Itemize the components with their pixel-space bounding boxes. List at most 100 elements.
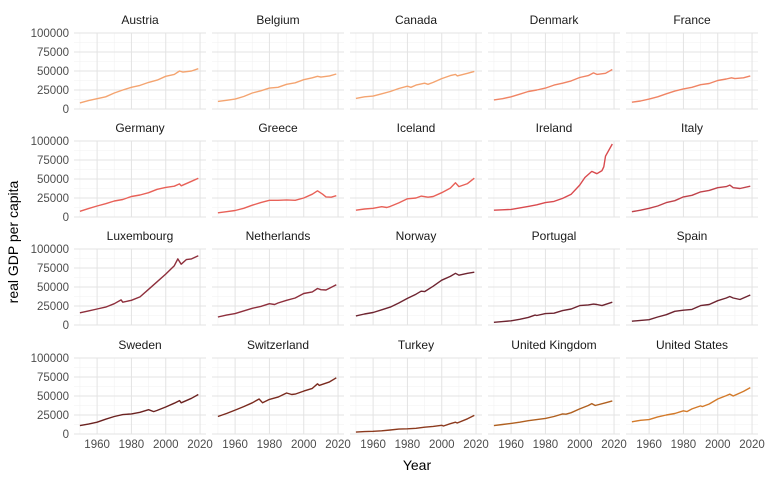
y-tick-label: 100000 xyxy=(31,28,69,40)
facet-label-switzerland: Switzerland xyxy=(247,338,309,352)
x-tick-label: 1960 xyxy=(360,439,386,451)
y-tick-label: 25000 xyxy=(37,85,69,97)
series-line-portugal xyxy=(493,301,613,323)
series-line-austria xyxy=(79,68,199,104)
series-line-norway xyxy=(355,271,475,317)
facet-label-united-kingdom: United Kingdom xyxy=(511,338,596,352)
facet-panel-iceland xyxy=(350,140,482,218)
y-tick-label: 0 xyxy=(63,212,69,224)
x-tick-label: 1980 xyxy=(671,439,697,451)
facet-panel-denmark xyxy=(488,32,620,110)
facet-panel-portugal xyxy=(488,248,620,326)
facet-panel-spain xyxy=(626,248,758,326)
x-tick-label: 1960 xyxy=(498,439,524,451)
series-line-united-states xyxy=(631,386,751,423)
facet-label-sweden: Sweden xyxy=(118,338,161,352)
facet-panel-belgium xyxy=(212,32,344,110)
facet-panel-netherlands xyxy=(212,248,344,326)
series-line-turkey xyxy=(355,414,475,433)
y-tick-label: 75000 xyxy=(37,263,69,275)
y-tick-label: 100000 xyxy=(31,136,69,148)
x-axis-title: Year xyxy=(403,457,432,473)
y-tick-label: 0 xyxy=(63,429,69,441)
y-tick-label: 50000 xyxy=(37,174,69,186)
y-tick-label: 50000 xyxy=(37,66,69,78)
facet-panel-france xyxy=(626,32,758,110)
x-tick-label: 2000 xyxy=(291,439,317,451)
series-line-greece xyxy=(217,190,337,214)
x-axis-ticks: 1960 1980 2000 2020 1960 1980 2000 2020 1960 1980… xyxy=(84,439,765,451)
facet-panel-luxembourg xyxy=(74,248,206,326)
series-line-sweden xyxy=(79,393,199,427)
x-tick-label: 1960 xyxy=(222,439,248,451)
y-tick-label: 75000 xyxy=(37,155,69,167)
series-line-denmark xyxy=(493,68,613,101)
x-tick-label: 2020 xyxy=(463,439,489,451)
facet-label-turkey: Turkey xyxy=(398,338,434,352)
y-tick-label: 100000 xyxy=(31,244,69,256)
facet-panel-italy xyxy=(626,140,758,218)
x-tick-label: 1960 xyxy=(636,439,662,451)
series-line-italy xyxy=(631,184,751,213)
y-axis-ticks: 0 25000 50000 75000 100000 0 25000 50000 75000 10… xyxy=(31,28,69,441)
series-line-germany xyxy=(79,177,199,212)
facet-label-norway: Norway xyxy=(396,229,437,243)
x-tick-label: 1980 xyxy=(533,439,559,451)
y-tick-label: 25000 xyxy=(37,301,69,313)
facet-label-spain: Spain xyxy=(677,229,708,243)
facet-label-canada: Canada xyxy=(395,13,437,27)
facet-panel-turkey xyxy=(350,357,482,435)
facet-panel-sweden xyxy=(74,357,206,435)
x-tick-label: 2020 xyxy=(325,439,351,451)
facet-panel-united-states xyxy=(626,357,758,435)
x-tick-label: 1980 xyxy=(257,439,283,451)
y-tick-label: 50000 xyxy=(37,282,69,294)
x-tick-label: 2000 xyxy=(705,439,731,451)
series-line-netherlands xyxy=(217,284,337,318)
facet-panel-austria xyxy=(74,32,206,110)
y-tick-label: 25000 xyxy=(37,410,69,422)
facet-label-united-states: United States xyxy=(656,338,728,352)
x-tick-label: 2000 xyxy=(429,439,455,451)
y-axis-title: real GDP per capita xyxy=(5,180,21,303)
facet-label-portugal: Portugal xyxy=(532,229,577,243)
facet-panel-ireland xyxy=(488,140,620,218)
series-line-luxembourg xyxy=(79,255,199,314)
facet-panel-canada xyxy=(350,32,482,110)
facet-label-germany: Germany xyxy=(115,121,164,135)
facet-panels: Austria Belgium Canada Denmark France Germany… xyxy=(74,13,758,435)
y-tick-label: 75000 xyxy=(37,47,69,59)
series-line-united-kingdom xyxy=(493,400,613,427)
series-line-spain xyxy=(631,294,751,322)
facet-panel-germany xyxy=(74,140,206,218)
facet-label-france: France xyxy=(673,13,711,27)
facet-panel-united-kingdom xyxy=(488,357,620,435)
y-tick-label: 25000 xyxy=(37,193,69,205)
facet-label-luxembourg: Luxembourg xyxy=(107,229,174,243)
x-tick-label: 2000 xyxy=(567,439,593,451)
x-tick-label: 2000 xyxy=(153,439,179,451)
series-line-canada xyxy=(355,70,475,100)
facet-label-netherlands: Netherlands xyxy=(246,229,311,243)
facet-label-italy: Italy xyxy=(681,121,703,135)
series-line-switzerland xyxy=(217,377,337,418)
y-tick-label: 0 xyxy=(63,320,69,332)
series-line-france xyxy=(631,75,751,103)
series-line-ireland xyxy=(493,143,613,211)
facet-label-belgium: Belgium xyxy=(256,13,299,27)
x-tick-label: 1960 xyxy=(84,439,110,451)
facet-label-greece: Greece xyxy=(258,121,298,135)
facet-panel-norway xyxy=(350,248,482,326)
y-tick-label: 100000 xyxy=(31,353,69,365)
x-tick-label: 1980 xyxy=(395,439,421,451)
x-tick-label: 2020 xyxy=(187,439,213,451)
series-line-belgium xyxy=(217,73,337,103)
facet-panel-greece xyxy=(212,140,344,218)
facet-panel-switzerland xyxy=(212,357,344,435)
facet-label-iceland: Iceland xyxy=(397,121,436,135)
x-tick-label: 2020 xyxy=(739,439,765,451)
series-line-iceland xyxy=(355,177,475,211)
facet-label-ireland: Ireland xyxy=(536,121,573,135)
x-tick-label: 2020 xyxy=(601,439,627,451)
